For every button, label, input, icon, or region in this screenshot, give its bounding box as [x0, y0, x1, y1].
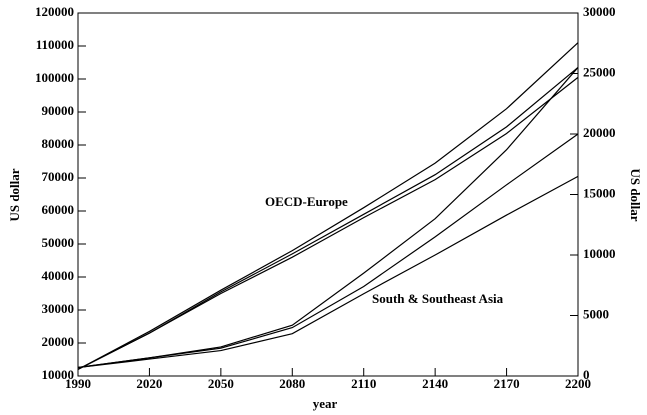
y-tick-label: 50000 [42, 235, 75, 250]
x-tick-label: 2020 [136, 376, 162, 391]
y2-tick-label: 10000 [583, 246, 616, 261]
data-line [77, 133, 579, 369]
data-line [77, 175, 579, 369]
x-tick-label: 2200 [565, 376, 591, 391]
y2-tick-label: 30000 [583, 4, 616, 19]
x-tick-label: 2170 [494, 376, 520, 391]
y2-axis-label: US dollar [628, 168, 643, 221]
y2-tick-label: 5000 [583, 306, 609, 321]
y-tick-label: 60000 [42, 202, 75, 217]
annotation: OECD-Europe [265, 194, 348, 209]
y2-tick-label: 0 [583, 367, 590, 382]
y-axis-label: US dollar [7, 168, 22, 221]
x-axis-label: year [313, 396, 338, 411]
y-tick-label: 110000 [36, 37, 74, 52]
y2-tick-label: 15000 [583, 185, 616, 200]
y-tick-label: 40000 [42, 268, 75, 283]
y-tick-label: 80000 [42, 136, 75, 151]
y-tick-label: 90000 [42, 103, 75, 118]
y-tick-label: 10000 [42, 367, 75, 382]
data-line [77, 66, 579, 370]
y-tick-label: 120000 [35, 4, 74, 19]
y-tick-label: 20000 [42, 334, 75, 349]
y2-tick-label: 25000 [583, 64, 616, 79]
x-tick-label: 2050 [208, 376, 234, 391]
y2-tick-label: 20000 [583, 125, 616, 140]
y-tick-label: 70000 [42, 169, 75, 184]
x-tick-label: 2110 [351, 376, 376, 391]
y-tick-label: 100000 [35, 70, 74, 85]
y-tick-label: 30000 [42, 301, 75, 316]
x-tick-label: 1990 [65, 376, 91, 391]
annotation: South & Southeast Asia [372, 291, 504, 306]
x-tick-label: 2140 [422, 376, 448, 391]
data-line [77, 76, 579, 370]
data-line [77, 42, 579, 370]
x-tick-label: 2080 [279, 376, 305, 391]
